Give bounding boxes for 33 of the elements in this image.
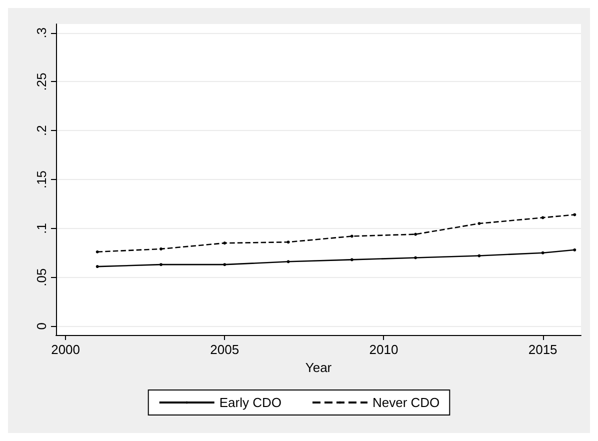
- x-tick-label: 2005: [210, 342, 240, 357]
- y-tick-label: .3: [34, 27, 49, 38]
- line-series: [96, 213, 576, 254]
- legend-label: Never CDO: [372, 395, 440, 410]
- y-tick-label: 0: [34, 322, 49, 330]
- point: [350, 234, 354, 238]
- y-tick-label: .2: [34, 125, 49, 136]
- point: [414, 256, 418, 260]
- x-axis-title: Year: [305, 360, 332, 375]
- point: [541, 251, 544, 254]
- y-tick-label: .25: [34, 72, 49, 91]
- y-tick-label: .1: [34, 222, 49, 234]
- point: [541, 216, 544, 220]
- point: [96, 250, 99, 254]
- point: [573, 213, 576, 216]
- point: [286, 240, 290, 244]
- point: [160, 247, 162, 250]
- point: [478, 254, 481, 258]
- point: [96, 265, 99, 268]
- x-tick-label: 2000: [51, 342, 80, 357]
- point: [478, 222, 481, 226]
- point: [160, 263, 162, 266]
- point: [350, 258, 354, 262]
- legend-label: Early CDO: [219, 395, 282, 410]
- point: [223, 263, 226, 266]
- y-tick-label: .05: [34, 268, 49, 286]
- point: [286, 260, 290, 264]
- point: [223, 242, 226, 245]
- y-tick-label: .15: [34, 170, 49, 189]
- point: [414, 232, 418, 236]
- x-tick-label: 2015: [528, 342, 558, 357]
- x-tick-label: 2010: [369, 342, 398, 357]
- point: [573, 248, 576, 252]
